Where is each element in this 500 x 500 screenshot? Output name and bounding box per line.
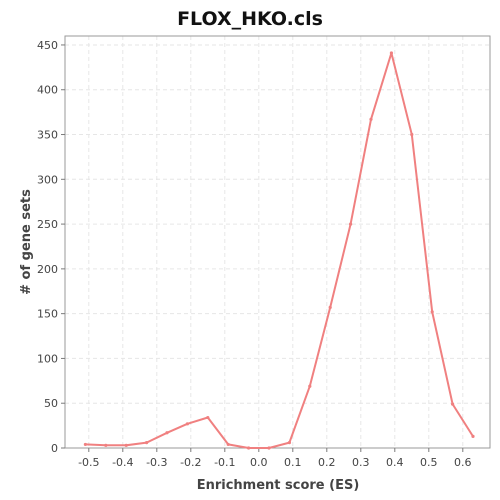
data-point <box>165 431 169 435</box>
y-tick-label: 300 <box>37 173 58 186</box>
y-tick-label: 100 <box>37 352 58 365</box>
data-point <box>430 310 434 314</box>
data-point <box>328 305 332 309</box>
data-point <box>410 132 414 137</box>
y-tick-label: 0 <box>51 442 58 455</box>
data-point <box>451 402 455 406</box>
data-point <box>124 443 128 447</box>
x-tick-label: -0.2 <box>180 456 201 469</box>
x-tick-label: 0.0 <box>250 456 268 469</box>
y-tick-label: 400 <box>37 84 58 97</box>
y-axis: 0 50 100 150 200 250 300 350 400 450 <box>37 39 65 455</box>
data-point <box>349 222 353 226</box>
y-tick-label: 150 <box>37 308 58 321</box>
y-axis-label: # of gene sets <box>19 189 34 295</box>
data-point <box>247 446 251 450</box>
x-tick-label: -0.5 <box>78 456 99 469</box>
data-point <box>104 443 108 447</box>
y-tick-label: 50 <box>44 397 58 410</box>
x-axis-label: Enrichment score (ES) <box>197 478 360 493</box>
series-layer <box>83 51 475 450</box>
series-line <box>84 52 474 449</box>
x-tick-label: 0.3 <box>352 456 370 469</box>
x-tick-label: 0.6 <box>454 456 472 469</box>
data-point <box>226 442 230 447</box>
plot-frame <box>64 35 491 449</box>
x-tick-label: -0.3 <box>146 456 167 469</box>
y-tick-label: 450 <box>37 39 58 52</box>
x-tick-label: 0.1 <box>284 456 302 469</box>
x-tick-label: 0.2 <box>318 456 336 469</box>
data-point <box>206 415 210 420</box>
data-point <box>287 441 291 445</box>
x-axis: -0.5 -0.4 -0.3 -0.2 -0.1 0.0 0.1 0.2 0.3 0.4 0.5 0.… <box>78 448 472 469</box>
data-point <box>83 442 87 447</box>
data-point <box>308 384 312 388</box>
data-point <box>145 441 149 445</box>
data-point <box>471 434 475 438</box>
y-tick-label: 350 <box>37 129 58 142</box>
x-tick-label: -0.1 <box>214 456 235 469</box>
x-tick-label: -0.4 <box>112 456 133 469</box>
chart-title: FLOX_HKO.cls <box>177 8 323 30</box>
data-point <box>267 446 271 450</box>
y-tick-label: 200 <box>37 263 58 276</box>
y-tick-label: 250 <box>37 218 58 231</box>
x-tick-label: 0.5 <box>420 456 438 469</box>
data-point <box>389 51 393 55</box>
data-point <box>185 422 189 426</box>
data-point <box>369 117 373 121</box>
x-tick-label: 0.4 <box>386 456 404 469</box>
